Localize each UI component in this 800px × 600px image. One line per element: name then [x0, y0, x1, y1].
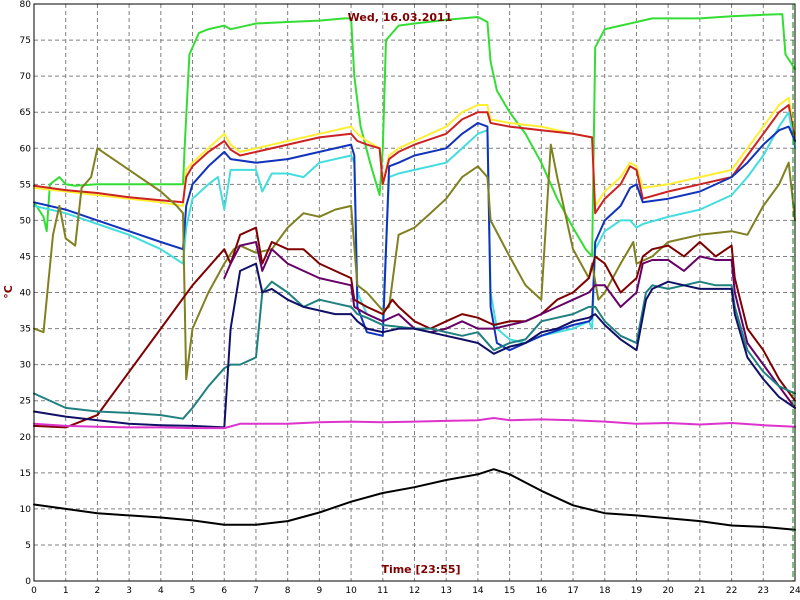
y-tick-label: 5	[25, 541, 31, 551]
x-tick-label: 8	[285, 586, 291, 596]
y-tick-label: 40	[20, 289, 32, 299]
y-tick-label: 80	[20, 0, 32, 10]
x-tick-label: 24	[789, 586, 800, 596]
y-tick-label: 15	[20, 469, 31, 479]
y-tick-label: 65	[20, 108, 31, 118]
x-tick-label: 17	[567, 586, 578, 596]
x-tick-label: 23	[758, 586, 769, 596]
x-tick-label: 18	[599, 586, 611, 596]
series-line-10	[33, 262, 796, 429]
y-tick-label: 25	[20, 397, 31, 407]
x-tick-label: 5	[190, 586, 196, 596]
plot-frame	[33, 3, 796, 582]
series-line-12	[33, 468, 796, 531]
series-line-7	[33, 226, 796, 429]
x-tick-label: 14	[472, 586, 484, 596]
x-tick-label: 7	[253, 586, 259, 596]
y-tick-label: 75	[20, 36, 31, 46]
y-tick-label: 20	[20, 433, 32, 443]
series-line-4	[33, 111, 796, 344]
x-tick-label: 2	[95, 586, 101, 596]
series-line-9	[33, 280, 796, 420]
x-tick-label: 1	[63, 586, 69, 596]
series-layer	[33, 13, 796, 531]
series-line-8	[223, 241, 796, 409]
y-tick-label: 45	[20, 252, 31, 262]
y-tick-label: 0	[25, 577, 31, 587]
series-line-2	[33, 96, 796, 207]
x-tick-label: 4	[158, 586, 164, 596]
series-line-11	[33, 417, 796, 430]
x-tick-label: 11	[377, 586, 388, 596]
series-line-1	[33, 13, 796, 258]
x-tick-label: 13	[440, 586, 451, 596]
frame-layer	[33, 3, 796, 582]
y-tick-label: 30	[20, 361, 32, 371]
y-tick-label: 55	[20, 180, 31, 190]
x-tick-label: 22	[726, 586, 737, 596]
x-tick-label: 9	[317, 586, 323, 596]
chart-title: Wed, 16.03.2011	[348, 11, 453, 24]
y-axis-title: °C	[2, 285, 15, 299]
tick-label-layer: 0 1 2 3 4 5 6 7 8 9 10 11 12 13 14 15 16 17 18 19 20 21 22 23 24…	[20, 0, 800, 596]
x-tick-label: 15	[504, 586, 515, 596]
x-tick-label: 6	[221, 586, 227, 596]
x-tick-label: 21	[694, 586, 705, 596]
series-line-3	[33, 104, 796, 215]
y-tick-label: 60	[20, 144, 32, 154]
series-line-6	[33, 143, 796, 381]
x-tick-label: 20	[662, 586, 674, 596]
y-tick-label: 10	[20, 505, 32, 515]
y-tick-label: 50	[20, 216, 32, 226]
x-tick-label: 16	[536, 586, 548, 596]
x-tick-label: 19	[631, 586, 643, 596]
x-tick-label: 0	[31, 586, 37, 596]
x-tick-label: 12	[409, 586, 420, 596]
y-tick-label: 70	[20, 72, 32, 82]
series-line-5	[33, 122, 796, 352]
x-tick-label: 10	[345, 586, 357, 596]
y-tick-label: 35	[20, 325, 31, 335]
x-tick-label: 3	[126, 586, 132, 596]
x-axis-title: Time [23:55]	[381, 563, 460, 576]
